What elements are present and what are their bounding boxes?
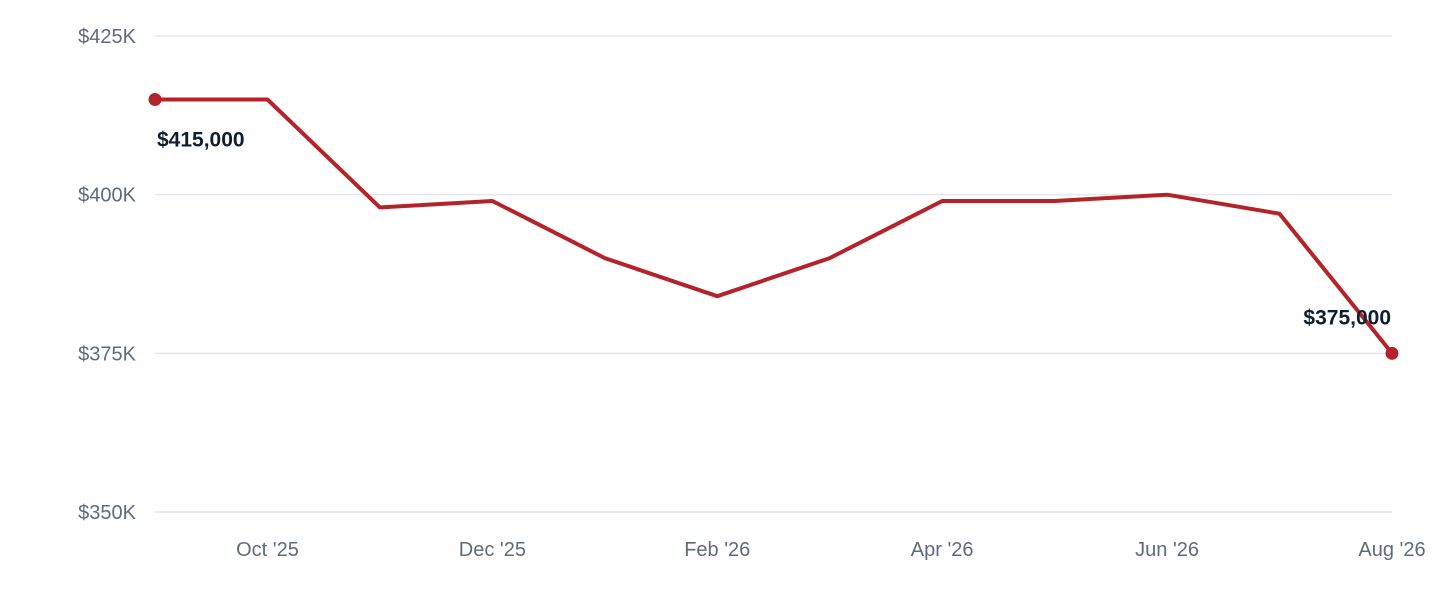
y-tick-label: $375K [78, 343, 136, 365]
end-value-label: $375,000 [1303, 306, 1391, 329]
y-tick-label: $400K [78, 185, 136, 207]
x-tick-label: Oct '25 [236, 539, 299, 561]
data-point-marker [148, 92, 162, 106]
x-tick-label: Jun '26 [1135, 539, 1199, 561]
x-tick-label: Aug '26 [1358, 539, 1425, 561]
series-line-0 [153, 97, 1394, 356]
start-value-label: $415,000 [157, 128, 245, 151]
y-tick-label: $425K [78, 26, 136, 48]
y-tick-label: $350K [78, 502, 136, 524]
annotations: $415,000 $375,000 [157, 128, 1391, 329]
x-tick-label: Feb '26 [684, 539, 750, 561]
y-axis-ticks: $350K $375K $400K $425K [78, 26, 136, 524]
data-point-marker [1385, 346, 1399, 360]
series-layer [148, 92, 1399, 360]
x-tick-label: Dec '25 [459, 539, 526, 561]
x-tick-label: Apr '26 [911, 539, 974, 561]
x-axis-ticks: Oct '25 Dec '25 Feb '26 Apr '26 Jun '26 Aug '… [236, 539, 1426, 561]
grid-lines [155, 35, 1392, 513]
